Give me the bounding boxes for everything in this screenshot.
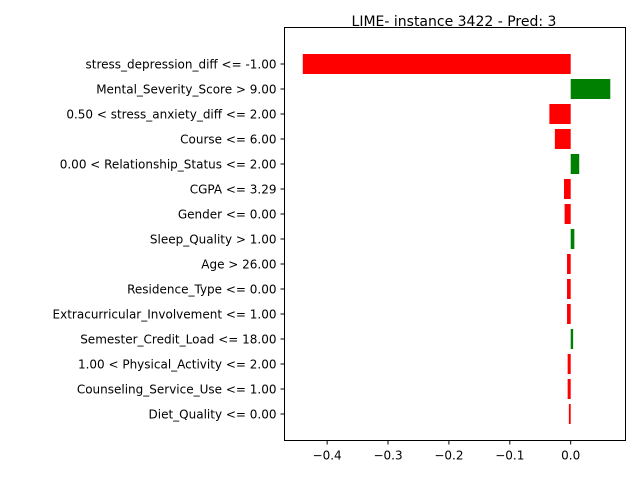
plot-frame (284, 27, 626, 441)
y-tick-label: Semester_Credit_Load <= 18.00 (80, 333, 276, 347)
bar-9 (567, 279, 571, 299)
bar-11 (570, 329, 574, 349)
y-tick-label: Course <= 6.00 (180, 133, 276, 147)
x-ticks: −0.4 −0.3 −0.2 −0.1 0.0 (313, 440, 580, 463)
y-tick-label: Residence_Type <= 0.00 (127, 283, 276, 297)
x-tick-label: −0.3 (373, 449, 402, 463)
y-tick-label: 0.50 < stress_anxiety_diff <= 2.00 (66, 108, 276, 122)
y-tick-label: Mental_Severity_Score > 9.00 (96, 83, 276, 97)
y-tick-label: stress_depression_diff <= -1.00 (86, 58, 277, 72)
bars-layer (302, 54, 611, 424)
x-tick-label: −0.4 (313, 449, 342, 463)
x-tick-label: −0.2 (434, 449, 463, 463)
bar-10 (567, 304, 571, 324)
x-tick-label: −0.1 (495, 449, 524, 463)
y-tick-label: CGPA <= 3.29 (190, 183, 277, 197)
bar-12 (567, 354, 571, 374)
bar-14 (568, 404, 571, 424)
y-tick-label: Extracurricular_Involvement <= 1.00 (53, 308, 277, 322)
y-tick-labels: stress_depression_diff <= -1.00 Mental_Se… (53, 58, 285, 422)
y-tick-label: Diet_Quality <= 0.00 (149, 408, 277, 422)
bar-0 (302, 54, 571, 74)
y-tick-label: Sleep_Quality > 1.00 (150, 233, 277, 247)
bar-2 (549, 104, 571, 124)
bar-6 (564, 204, 571, 224)
bar-3 (554, 129, 571, 149)
y-tick-label: 0.00 < Relationship_Status <= 2.00 (60, 158, 277, 172)
y-tick-label: 1.00 < Physical_Activity <= 2.00 (78, 358, 277, 372)
x-tick-label: 0.0 (561, 449, 580, 463)
chart-title: LIME- instance 3422 - Pred: 3 (352, 14, 557, 30)
bar-8 (567, 254, 571, 274)
bar-7 (570, 229, 575, 249)
y-tick-label: Age > 26.00 (201, 258, 276, 272)
bar-1 (570, 79, 611, 99)
bar-4 (570, 154, 580, 174)
y-tick-label: Counseling_Service_Use <= 1.00 (77, 383, 277, 397)
bar-13 (567, 379, 571, 399)
bar-5 (563, 179, 571, 199)
y-tick-label: Gender <= 0.00 (178, 208, 277, 222)
